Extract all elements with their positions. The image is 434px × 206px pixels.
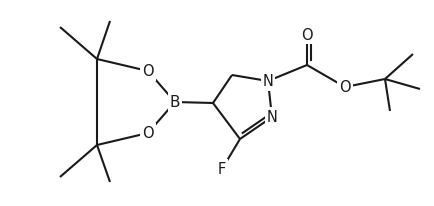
Text: O: O xyxy=(339,80,351,95)
Text: N: N xyxy=(263,74,273,89)
Text: B: B xyxy=(170,95,180,110)
Text: N: N xyxy=(266,110,277,125)
Text: F: F xyxy=(218,162,226,177)
Text: O: O xyxy=(142,126,154,141)
Text: O: O xyxy=(142,64,154,79)
Text: O: O xyxy=(301,27,313,42)
